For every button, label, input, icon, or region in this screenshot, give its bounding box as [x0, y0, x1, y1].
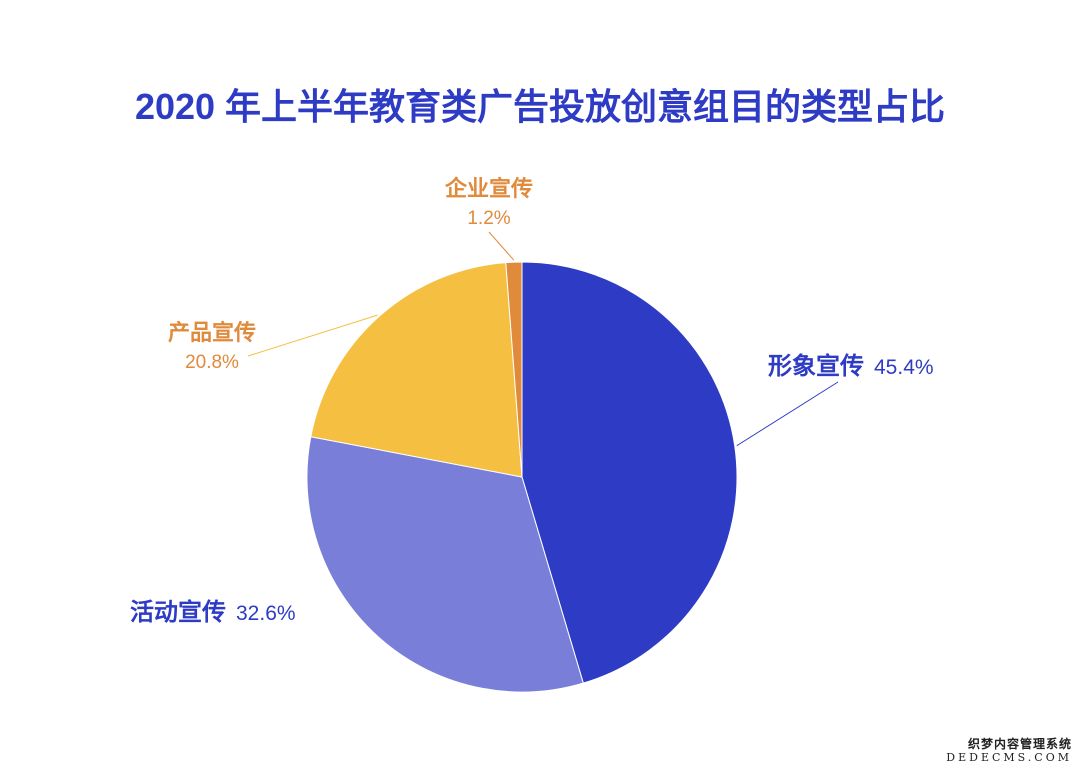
pie-slice-1	[521, 261, 738, 684]
slice-name-4: 企业宣传	[444, 176, 533, 201]
pie-slice-2	[306, 436, 584, 693]
slice-name-1: 形象宣传	[768, 352, 864, 380]
slice-label-2: 活动宣传 32.6%	[130, 598, 296, 626]
leader-line-1	[736, 381, 839, 447]
watermark-line-2: DEDECMS.COM	[946, 751, 1072, 764]
slice-label-1: 形象宣传 45.4%	[768, 352, 934, 380]
slice-value-2: 32.6%	[236, 602, 296, 625]
slice-value-1: 45.4%	[874, 356, 934, 379]
pie-slice-3	[310, 262, 523, 478]
pie-slice-4	[505, 261, 523, 478]
watermark-line-1: 织梦内容管理系统	[967, 737, 1072, 751]
slice-name-3: 产品宣传	[168, 320, 256, 345]
leader-line-3	[247, 314, 378, 357]
slice-name-2: 活动宣传	[130, 598, 226, 626]
leader-lines	[247, 231, 839, 447]
chart-title: 2020 年上半年教育类广告投放创意组目的类型占比	[134, 86, 946, 127]
slice-value-4: 1.2%	[467, 208, 510, 229]
pie-slices	[306, 261, 738, 693]
leader-line-4	[488, 231, 515, 261]
slice-labels: 形象宣传 45.4% 活动宣传 32.6% 产品宣传 20.8% 企业宣传 1.2%	[130, 176, 934, 626]
slice-value-3: 20.8%	[185, 352, 239, 373]
watermark-logo: 织梦内容管理系统 DEDECMS.COM	[946, 737, 1072, 765]
